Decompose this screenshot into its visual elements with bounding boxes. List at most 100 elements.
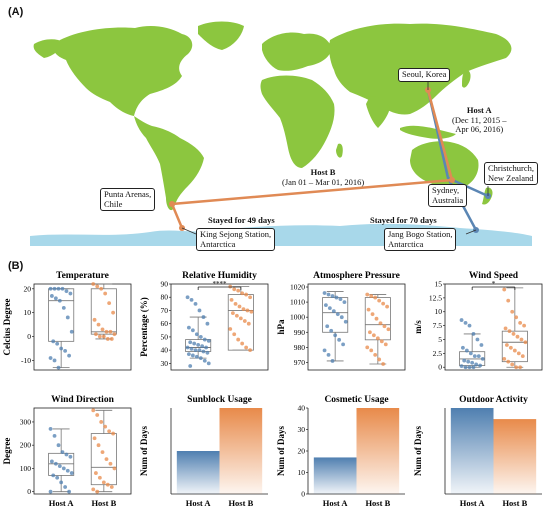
atmosphere-pressure-point (343, 319, 348, 324)
wind-direction-point (95, 489, 100, 494)
atmosphere-pressure-point (326, 292, 331, 297)
atmosphere-pressure-ytick-label: 1000 (290, 313, 305, 322)
temperature-plot: Temperature Celcius Degree -10 0 10 20 (0, 268, 137, 397)
sunblock-usage-svg: Sunblock Usage Num of Days Host A Host B (139, 395, 268, 508)
atmosphere-pressure-point (341, 342, 346, 347)
relative-humidity-point (205, 321, 210, 326)
wind-speed-point (475, 337, 480, 342)
relative-humidity-point (229, 297, 234, 302)
temperature-svg: Temperature Celcius Degree -10 0 10 20 (2, 271, 132, 371)
atmosphere-pressure-point (369, 348, 374, 353)
wind-direction-point (107, 429, 112, 434)
wind-speed-point (474, 362, 479, 367)
atmosphere-pressure-svg: Atmosphere Pressure hPa 970 980 990 1000 1010 1… (276, 271, 406, 371)
wind-speed-point (507, 329, 512, 334)
relative-humidity-point (233, 301, 238, 306)
atmosphere-pressure-point (367, 330, 372, 335)
wind-direction-point (69, 471, 74, 475)
host-a-note: Host A (Dec 11, 2015 – Apr 06, 2016) (452, 105, 507, 135)
temperature-point (52, 286, 57, 291)
host-b-title: Host B (310, 167, 336, 177)
relative-humidity-point (194, 332, 199, 337)
wind-speed-box (501, 330, 528, 363)
wind-speed-point (503, 326, 508, 331)
relative-humidity-point (234, 313, 239, 318)
temperature-point (59, 346, 64, 351)
north-america-shape (53, 26, 193, 116)
relative-humidity-point (241, 307, 246, 312)
wind-direction-point (60, 450, 65, 455)
relative-humidity-significance: **** (213, 280, 228, 288)
europe-shape (262, 32, 332, 71)
wind-direction-point (48, 427, 53, 431)
wind-direction-svg: Wind Direction Degree 0 100 200 300 Host A Host… (2, 395, 132, 508)
relative-humidity-point (230, 311, 235, 316)
atmosphere-pressure-plot: Atmosphere Pressure hPa 970 980 990 1000 1010 1… (274, 268, 411, 397)
wind-speed-point (470, 360, 475, 365)
outdoor-activity-bar (450, 408, 494, 494)
wind-speed-point (478, 363, 483, 368)
atmosphere-pressure-point (377, 357, 382, 362)
atmosphere-pressure-point (329, 328, 334, 333)
wind-speed-point (522, 323, 527, 328)
wind-speed-point (510, 362, 515, 367)
wind-speed-point (459, 318, 464, 322)
temperature-point (107, 301, 112, 306)
host-a-dates-line2: Apr 06, 2016) (455, 124, 504, 134)
relative-humidity-point (240, 341, 245, 346)
temperature-point (105, 337, 110, 341)
relative-humidity-point (189, 297, 194, 302)
atmosphere-pressure-point (365, 292, 370, 297)
relative-humidity-point (186, 352, 191, 357)
wind-speed-point (472, 354, 477, 359)
label-seoul-line1: Seoul, Korea (402, 69, 447, 79)
temperature-title: Temperature (56, 271, 109, 281)
label-christchurch-line2: New Zealand (488, 172, 534, 183)
relative-humidity-point (198, 356, 203, 360)
relative-humidity-ylabel: Percentage (%) (139, 297, 149, 357)
wind-direction-point (95, 413, 100, 417)
wind-direction-point (65, 468, 70, 473)
wind-speed-point (512, 348, 517, 353)
wind-direction-plot: Wind Direction Degree 0 100 200 300 Host A Host… (0, 392, 137, 521)
relative-humidity-ytick-label: 90 (161, 280, 169, 289)
relative-humidity-point (190, 353, 195, 358)
atmosphere-pressure-point (375, 336, 380, 341)
wind-speed-point (518, 365, 523, 370)
relative-humidity-ytick-label: 70 (161, 306, 169, 315)
host-a-dates-line1: (Dec 11, 2015 – (452, 114, 507, 125)
atmosphere-pressure-ylabel: hPa (276, 319, 286, 335)
relative-humidity-svg: Relative Humidity Percentage (%) 30 40 50 60 7… (139, 271, 269, 371)
atmosphere-pressure-ytick-label: 990 (294, 328, 306, 337)
relative-humidity-point (202, 337, 207, 342)
relative-humidity-point (202, 358, 207, 363)
temperature-point (91, 282, 96, 286)
temperature-point (63, 348, 68, 353)
wind-speed-point (480, 357, 485, 361)
outdoor-activity-svg: Outdoor Activity Num of Days Host A Host B (413, 395, 542, 508)
cosmetic-usage-ytick-label: 0 (301, 490, 305, 499)
relative-humidity-point (204, 345, 209, 350)
label-seoul: Seoul, Korea (398, 68, 451, 82)
panel-a-label: (A) (8, 6, 24, 18)
wind-direction-ylabel: Degree (2, 438, 12, 465)
atmosphere-pressure-point (337, 337, 342, 342)
wind-speed-ytick-label: 0 (438, 363, 442, 372)
wind-speed-point (476, 354, 481, 359)
relative-humidity-point (238, 316, 243, 321)
label-christchurch-line1: Christchurch, (488, 163, 535, 173)
relative-humidity-point (193, 301, 198, 306)
outdoor-activity-xtick-label: Host B (502, 498, 527, 508)
wind-direction-point (55, 475, 60, 480)
relative-humidity-point (248, 295, 253, 300)
wind-speed-point (516, 351, 521, 356)
relative-humidity-point (197, 348, 202, 353)
atmosphere-pressure-point (385, 304, 390, 309)
cosmetic-usage-bar (313, 457, 357, 494)
sunblock-usage-xtick-label: Host B (228, 498, 253, 508)
wind-speed-point (502, 357, 507, 361)
cosmetic-usage-xtick-label: Host B (365, 498, 390, 508)
sunblock-usage-xtick-label: Host A (186, 498, 212, 508)
wind-speed-point (518, 320, 523, 325)
temperature-point (51, 339, 56, 344)
